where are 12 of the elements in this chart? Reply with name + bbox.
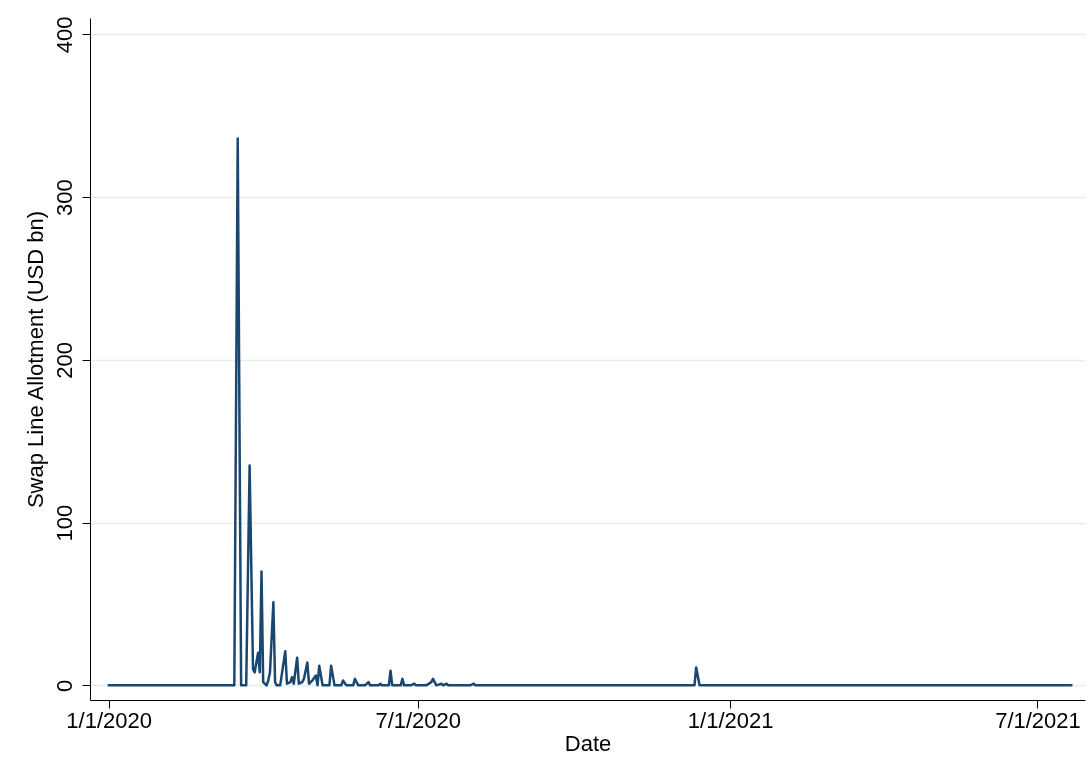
x-axis-title: Date <box>564 730 612 756</box>
y-tick-label: 0 <box>51 679 77 692</box>
y-tick-label: 200 <box>51 341 77 379</box>
line-series <box>107 137 1073 687</box>
x-tick-label: 7/1/2020 <box>375 707 462 733</box>
y-axis-title: Swap Line Allotment (USD bn) <box>22 210 48 509</box>
x-tick-label: 1/1/2021 <box>687 707 774 733</box>
y-tick-label: 400 <box>51 16 77 54</box>
y-tick-label: 100 <box>51 504 77 542</box>
x-tick-label: 1/1/2020 <box>66 707 152 733</box>
y-tick-label: 300 <box>51 179 77 216</box>
x-tick-label: 7/1/2021 <box>995 707 1081 733</box>
